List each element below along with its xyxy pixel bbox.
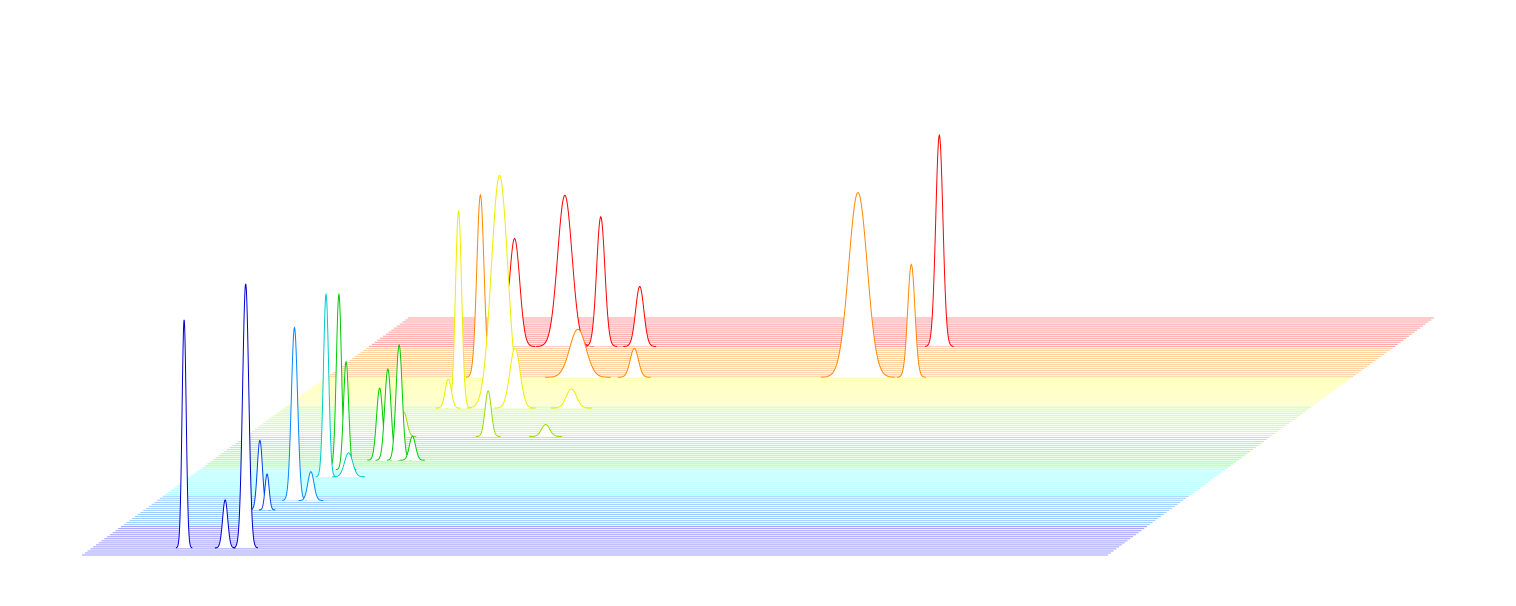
peak <box>435 378 461 409</box>
peak <box>233 283 259 549</box>
peak <box>175 319 193 549</box>
peak <box>494 347 536 409</box>
peak <box>623 285 657 347</box>
peak <box>282 326 307 501</box>
peak <box>924 133 954 347</box>
peak <box>258 473 276 511</box>
peak <box>315 292 337 478</box>
peak <box>298 471 324 501</box>
peak <box>550 388 592 409</box>
peak <box>214 499 236 549</box>
peak <box>332 452 366 478</box>
peak <box>584 215 618 347</box>
peak <box>896 263 926 378</box>
peak <box>529 423 563 437</box>
peak <box>545 328 611 378</box>
peak <box>475 390 501 437</box>
peak <box>400 435 425 461</box>
peak <box>617 347 651 378</box>
peak <box>821 191 895 378</box>
